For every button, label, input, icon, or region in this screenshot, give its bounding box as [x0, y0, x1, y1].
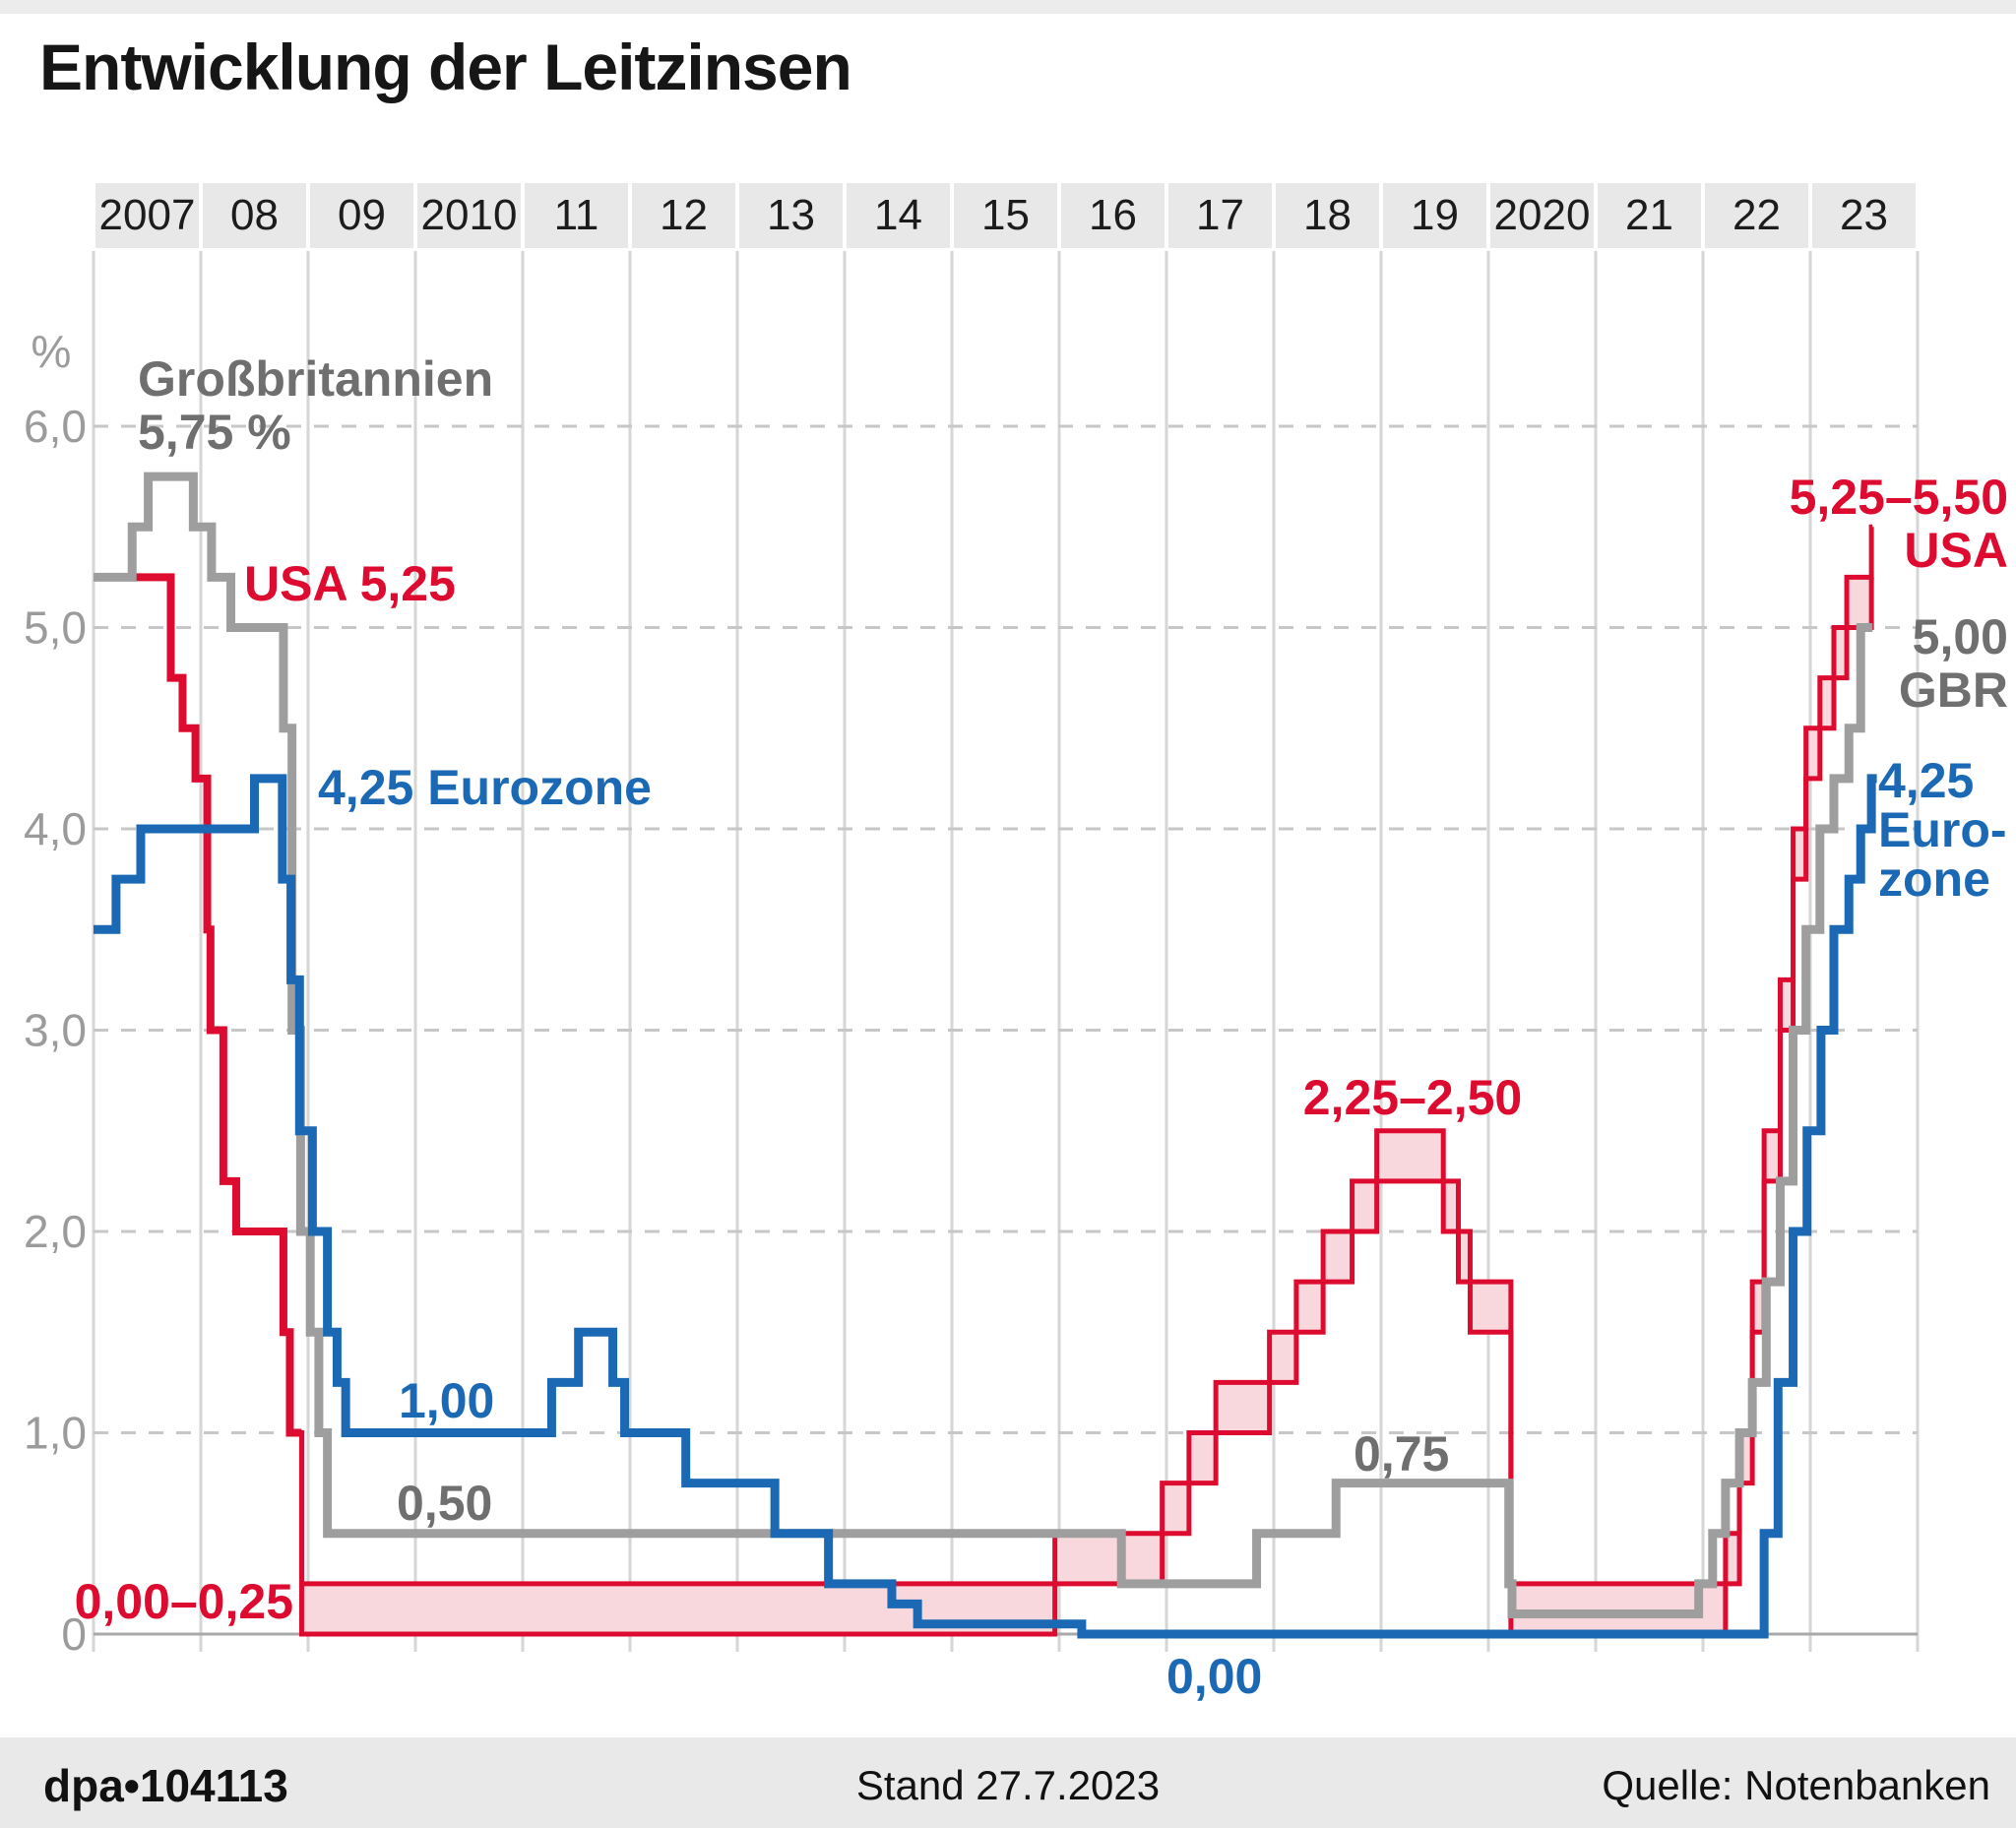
dpa-id: dpa•104113: [43, 1760, 288, 1811]
y-tick-label: 6,0: [24, 401, 87, 452]
year-label: 12: [660, 191, 708, 239]
year-label: 09: [338, 191, 386, 239]
label-gb-start-line2: 5,75 %: [138, 405, 291, 460]
series-usa-band-lower: [94, 574, 1874, 1637]
year-label: 11: [554, 191, 599, 239]
series-usa-band-fill: [94, 527, 1873, 1634]
series-usa-band-upper: [94, 524, 1874, 1587]
label-usa-end: 5,25–5,50 USA: [1790, 471, 2008, 577]
label-gbr-end-line2: GBR: [1898, 662, 2008, 718]
label-usa-zeroband: 0,00–0,25: [74, 1574, 293, 1629]
year-cell: [954, 183, 1057, 248]
year-label: 16: [1089, 191, 1137, 239]
label-gbr-end-line1: 5,00: [1912, 609, 2008, 664]
y-tick-label: 0: [61, 1608, 87, 1660]
label-gb-start-line1: Großbritannien: [138, 351, 494, 407]
year-cell: [203, 183, 306, 248]
year-cell: [525, 183, 628, 248]
year-label: 2010: [421, 191, 518, 239]
label-usa-peak: 2,25–2,50: [1302, 1070, 1523, 1125]
y-tick-label: 3,0: [24, 1005, 87, 1056]
year-cell: [847, 183, 950, 248]
label-ez-start: 4,25 Eurozone: [318, 760, 652, 815]
footer-bar: dpa•104113 Stand 27.7.2023 Quelle: Noten…: [0, 1737, 2016, 1828]
year-label: 2020: [1494, 191, 1591, 239]
page-title: Entwicklung der Leitzinsen: [39, 31, 852, 103]
year-cell: [1383, 183, 1486, 248]
footer-source: Quelle: Notenbanken: [1602, 1762, 1990, 1808]
year-label: 19: [1411, 191, 1459, 239]
y-tick-label: 4,0: [24, 803, 87, 854]
label-ez-zero: 0,00: [1166, 1649, 1263, 1704]
year-cell: [632, 183, 735, 248]
year-cell: [1276, 183, 1379, 248]
series-gbr-line: [94, 472, 1873, 1619]
year-label: 18: [1303, 191, 1352, 239]
label-ez-end-line2: Euro-: [1878, 802, 2007, 857]
label-ez-one: 1,00: [399, 1373, 495, 1428]
year-cell: [1812, 183, 1916, 248]
label-gb-075: 0,75: [1354, 1426, 1450, 1481]
top-strip: [0, 0, 2016, 14]
label-ez-end-line3: zone: [1878, 851, 1990, 907]
year-label: 15: [981, 191, 1030, 239]
label-gb-half: 0,50: [397, 1476, 493, 1531]
year-cell: [95, 183, 199, 248]
series-usa-line: [94, 573, 302, 1437]
year-cell: [417, 183, 521, 248]
year-cell: [1490, 183, 1594, 248]
year-cell: [1598, 183, 1701, 248]
label-usa-start: USA 5,25: [244, 556, 456, 611]
y-tick-label: 2,0: [24, 1206, 87, 1257]
label-usa-end-line1: 5,25–5,50: [1789, 470, 2008, 525]
y-tick-label: 5,0: [24, 602, 87, 654]
year-cell: [739, 183, 843, 248]
y-axis-unit: %: [32, 326, 72, 377]
y-tick-label: 1,0: [24, 1408, 87, 1459]
footer-date: Stand 27.7.2023: [855, 1762, 1161, 1808]
year-cell: [1705, 183, 1808, 248]
year-label: 14: [874, 191, 922, 239]
year-label: 17: [1196, 191, 1244, 239]
year-label: 13: [767, 191, 815, 239]
year-label: 21: [1625, 191, 1673, 239]
year-cell: [310, 183, 413, 248]
year-label: 08: [230, 191, 279, 239]
label-gb-start: Großbritannien 5,75 %: [138, 352, 493, 459]
label-ez-end: 4,25 Euro- zone: [1878, 756, 2007, 904]
label-ez-end-line1: 4,25: [1878, 753, 1975, 808]
year-cell: [1061, 183, 1165, 248]
series-eurozone-line: [94, 774, 1877, 1639]
year-label: 23: [1840, 191, 1888, 239]
year-label: 22: [1732, 191, 1781, 239]
label-gbr-end: 5,00 GBR: [1899, 610, 2008, 717]
label-usa-end-line2: USA: [1904, 523, 2008, 578]
year-label: 2007: [99, 191, 196, 239]
year-cell: [1168, 183, 1272, 248]
